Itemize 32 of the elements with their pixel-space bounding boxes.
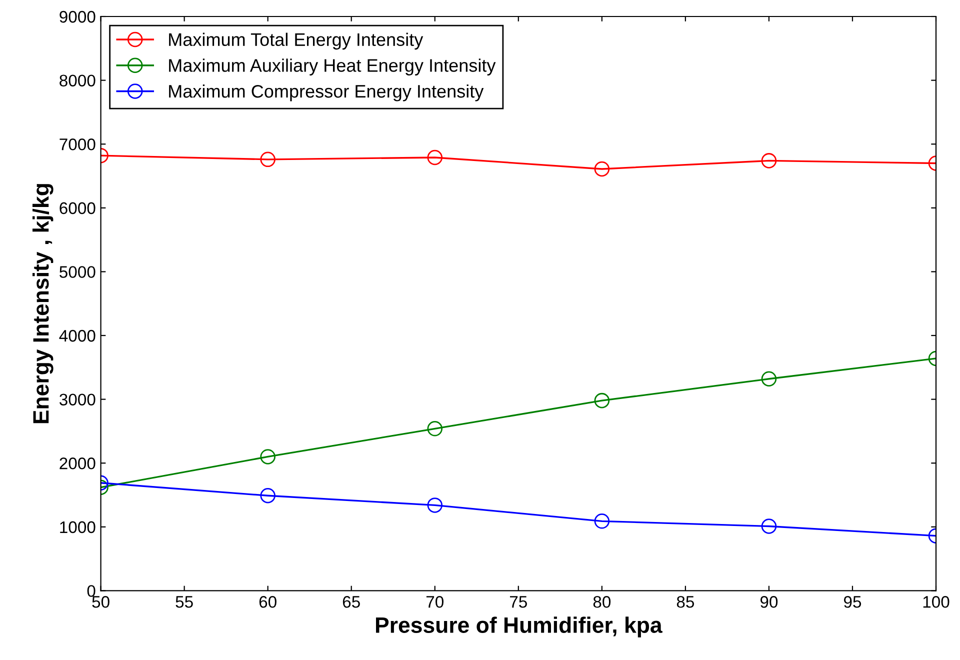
y-tick-label: 6000	[60, 202, 96, 214]
y-tick-label: 1000	[60, 521, 96, 534]
y-axis-title: Energy Intensity , kj/kg	[32, 184, 54, 424]
y-tick-label: 0	[87, 585, 96, 597]
legend-label: Maximum Auxiliary Heat Energy Intensity	[169, 58, 496, 76]
x-tick-label: 100	[923, 596, 950, 608]
x-tick-label: 65	[342, 596, 360, 608]
point	[594, 514, 610, 529]
point	[427, 150, 443, 166]
y-tick-label: 2000	[60, 458, 96, 470]
y-tick-label: 5000	[60, 266, 96, 278]
y-tick-label: 9000	[60, 10, 96, 23]
x-tick-label: 90	[760, 596, 778, 608]
y-tick-label: 4000	[59, 330, 96, 342]
x-tick-label: 70	[426, 596, 444, 608]
legend-label: Maximum Total Energy Intensity	[169, 32, 424, 50]
x-tick-label: 80	[593, 596, 611, 608]
y-tick-label: 3000	[60, 394, 96, 406]
legend-label: Maximum Compressor Energy Intensity	[169, 84, 484, 102]
y-tick-label: 7000	[60, 138, 96, 150]
y-tick-label: 8000	[60, 74, 96, 87]
x-tick-label: 95	[844, 596, 862, 608]
x-tick-label: 55	[176, 596, 193, 608]
x-tick-label: 85	[676, 596, 694, 608]
point	[427, 498, 443, 513]
point	[427, 421, 443, 436]
x-tick-label: 75	[510, 596, 527, 608]
x-tick-label: 60	[259, 596, 276, 608]
x-tick-label: 50	[92, 596, 110, 608]
x-axis-title: Pressure of Humidifier, kpa	[376, 616, 662, 638]
point	[594, 161, 610, 177]
point	[594, 392, 610, 408]
